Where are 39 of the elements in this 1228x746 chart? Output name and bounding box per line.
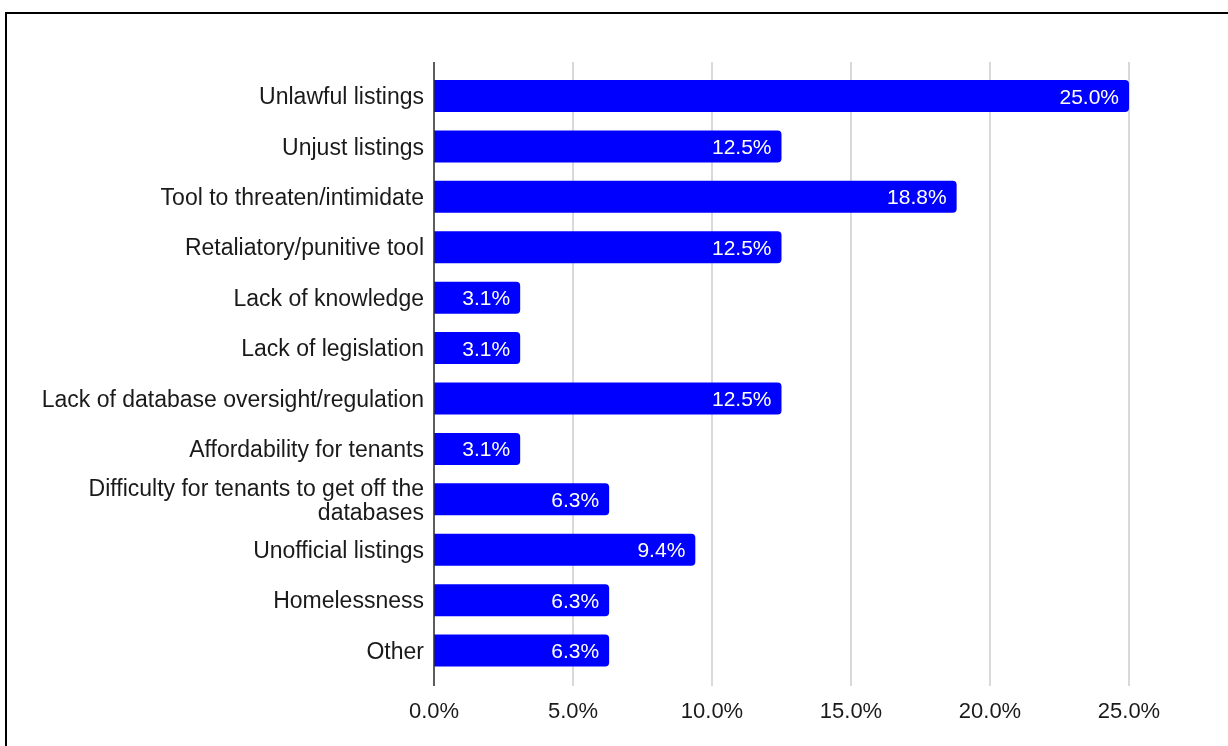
y-tick-label: Lack of knowledge [233, 284, 424, 311]
bar [434, 80, 1129, 112]
data-label: 6.3% [551, 639, 600, 663]
x-tick-label: 10.0% [680, 697, 744, 723]
bar [434, 634, 610, 667]
bar [434, 382, 782, 415]
data-label: 18.8% [887, 185, 947, 209]
bar [434, 231, 782, 264]
x-tick-label: 5.0% [547, 697, 599, 723]
x-tick-label: 25.0% [1097, 697, 1161, 723]
x-tick-label: 0.0% [408, 697, 460, 723]
y-tick-label: Difficulty for tenants to get off the databases [88, 474, 424, 525]
bar [434, 584, 610, 617]
y-tick-label: Retaliatory/punitive tool [184, 234, 424, 261]
data-label: 12.5% [711, 235, 772, 259]
data-label: 12.5% [711, 387, 772, 410]
bar [434, 130, 782, 163]
y-tick-label: Tool to threaten/intimidate [160, 184, 424, 211]
data-label: 25.0% [1059, 84, 1119, 108]
y-tick-label: Lack of legislation [241, 335, 424, 362]
data-label: 6.3% [551, 487, 600, 511]
y-tick-label: Other [366, 637, 425, 664]
y-tick-label: Affordability for tenants [189, 436, 424, 463]
x-tick-label: 15.0% [819, 697, 883, 723]
data-label: 3.1% [462, 437, 511, 461]
y-tick-label: Lack of database oversight/regulation [41, 385, 424, 412]
x-tick-label: 20.0% [958, 697, 1022, 723]
data-label: 3.1% [462, 286, 511, 310]
data-label: 3.1% [462, 336, 511, 360]
bar [434, 533, 696, 566]
data-label: 9.4% [637, 538, 686, 562]
y-tick-label: Homelessness [273, 587, 424, 614]
y-tick-label: Unlawful listings [259, 83, 424, 110]
y-tick-label: Unjust listings [282, 133, 424, 160]
bar [434, 483, 610, 516]
data-label: 12.5% [711, 134, 772, 158]
bar [434, 180, 957, 213]
y-tick-label: Unofficial listings [253, 536, 424, 563]
data-label: 6.3% [551, 588, 600, 612]
